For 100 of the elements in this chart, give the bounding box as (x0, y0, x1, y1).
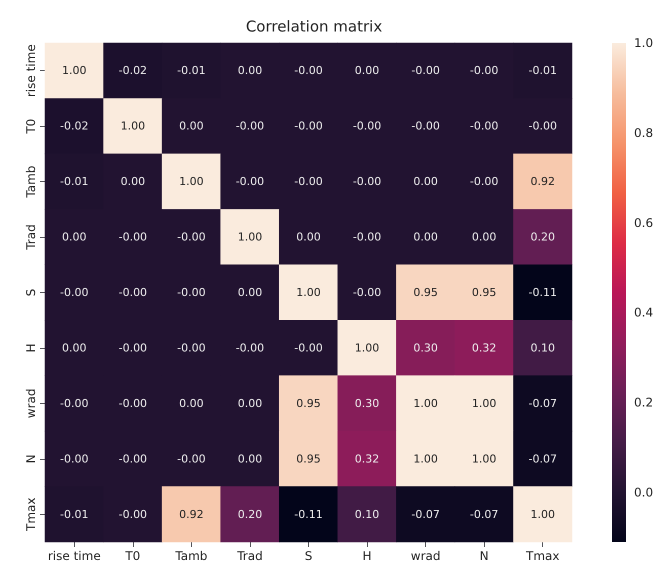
data-label: -0.00 (470, 175, 498, 188)
x-tick-label: Tmax (524, 549, 560, 563)
data-label: 1.00 (62, 64, 87, 78)
data-label: -0.00 (236, 175, 264, 188)
data-label: -0.01 (528, 64, 557, 78)
data-label: 0.30 (413, 341, 438, 354)
data-label: -0.00 (118, 341, 148, 354)
data-label: -0.02 (118, 64, 148, 78)
data-label: -0.11 (528, 286, 557, 299)
data-label: 0.20 (238, 508, 262, 521)
data-label: -0.00 (411, 120, 440, 133)
data-label: 0.00 (238, 64, 262, 78)
data-label: -0.00 (294, 120, 323, 133)
data-label: -0.00 (294, 175, 323, 188)
data-label: 0.32 (354, 452, 380, 466)
data-label: -0.00 (352, 286, 382, 299)
y-tick-label: rise time (24, 44, 38, 98)
data-label: 0.00 (62, 341, 87, 354)
data-label: -0.00 (118, 396, 148, 410)
data-label: -0.07 (528, 452, 557, 466)
data-label: 1.00 (413, 452, 438, 466)
data-label: -0.00 (411, 64, 440, 78)
x-tick-label: Trad (236, 549, 263, 563)
data-label: -0.00 (236, 120, 264, 133)
data-label: 0.10 (530, 341, 555, 354)
data-label: 0.00 (179, 396, 204, 410)
data-label: -0.00 (352, 175, 382, 188)
data-label: -0.00 (470, 64, 498, 78)
data-label: -0.01 (60, 175, 89, 188)
data-label: -0.07 (528, 396, 557, 410)
data-label: -0.07 (411, 508, 440, 521)
data-label: 1.00 (530, 508, 555, 521)
data-label: 0.00 (179, 120, 204, 133)
x-tick-label: Tamb (174, 549, 208, 563)
data-label: 1.00 (472, 396, 496, 410)
data-label: 0.00 (238, 452, 262, 466)
x-tick-label: rise time (48, 549, 101, 563)
data-label: -0.00 (118, 286, 148, 299)
data-label: 1.00 (238, 230, 262, 244)
color-bar-label: 0.0 (634, 486, 654, 500)
data-label: -0.00 (118, 230, 148, 244)
data-label: -0.00 (236, 341, 264, 354)
data-label: -0.00 (177, 286, 206, 299)
data-label: -0.00 (294, 341, 323, 354)
data-label: 0.92 (530, 175, 555, 188)
data-label: -0.00 (118, 452, 148, 466)
y-tick-label: Tamb (24, 166, 38, 199)
data-label: 0.00 (413, 175, 438, 188)
data-label: 0.00 (472, 230, 496, 244)
data-label: -0.01 (177, 64, 206, 78)
y-tick-label: Tmax (24, 498, 38, 532)
data-label: -0.00 (528, 120, 557, 133)
y-tick-label: T0 (24, 118, 38, 135)
data-label: -0.00 (294, 64, 323, 78)
data-label: 0.20 (530, 230, 555, 244)
data-label: -0.01 (60, 508, 89, 521)
data-label: 1.00 (413, 396, 438, 410)
data-label: 0.00 (296, 230, 321, 244)
data-label: 0.00 (120, 175, 146, 188)
y-tick-label: wrad (24, 388, 38, 418)
data-label: -0.00 (177, 230, 206, 244)
data-label: 0.95 (413, 286, 438, 299)
data-label: 1.00 (472, 452, 496, 466)
color-bar-label: 0.6 (634, 216, 654, 230)
data-label: 0.00 (238, 286, 262, 299)
data-label: 0.00 (413, 230, 438, 244)
data-label: 0.00 (354, 64, 380, 78)
data-label: -0.00 (470, 120, 498, 133)
chart-title: Correlation matrix (246, 18, 382, 36)
y-tick-label: N (24, 454, 38, 464)
data-label: -0.07 (470, 508, 498, 521)
data-label: -0.00 (352, 230, 382, 244)
data-label: -0.00 (177, 341, 206, 354)
x-tick-label: T0 (124, 549, 140, 563)
color-bar-label: 0.4 (634, 306, 654, 320)
data-label: 0.95 (296, 452, 321, 466)
color-bar-label: 0.2 (634, 396, 654, 410)
data-label: 0.95 (296, 396, 321, 410)
data-label: 0.30 (354, 396, 380, 410)
x-tick-label: H (362, 549, 372, 563)
color-bar-label: 0.8 (634, 126, 654, 140)
data-label: 0.92 (179, 508, 204, 521)
data-label: 0.32 (472, 341, 496, 354)
data-label: 1.00 (296, 286, 321, 299)
data-label: -0.02 (60, 120, 89, 133)
y-tick-label: S (24, 288, 38, 296)
data-label: -0.00 (60, 452, 89, 466)
data-label: 1.00 (354, 341, 380, 354)
data-label: 0.00 (62, 230, 87, 244)
data-label: -0.11 (294, 508, 323, 521)
x-tick-label: wrad (410, 549, 440, 563)
y-tick-label: H (24, 343, 38, 352)
data-label: 0.10 (354, 508, 380, 521)
data-label: 0.95 (472, 286, 496, 299)
data-label: 1.00 (179, 175, 204, 188)
data-label: 0.00 (238, 396, 262, 410)
x-tick-label: S (304, 549, 312, 563)
data-label: -0.00 (60, 396, 89, 410)
data-label: -0.00 (177, 452, 206, 466)
data-label: -0.00 (60, 286, 89, 299)
